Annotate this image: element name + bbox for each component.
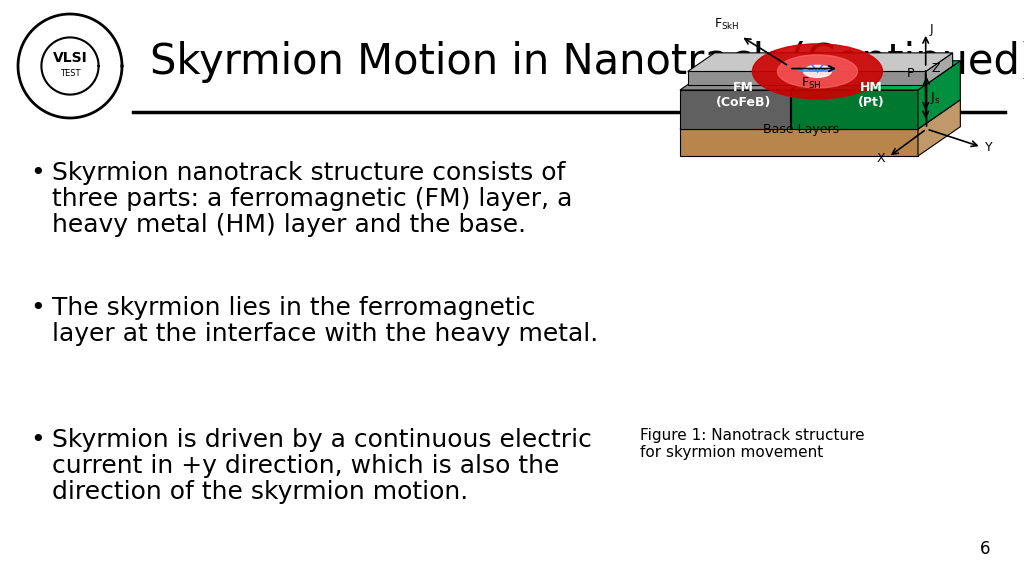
Polygon shape bbox=[688, 71, 926, 85]
Text: layer at the interface with the heavy metal.: layer at the interface with the heavy me… bbox=[52, 322, 598, 346]
Polygon shape bbox=[680, 90, 791, 129]
Polygon shape bbox=[791, 90, 918, 129]
Text: Base Layers: Base Layers bbox=[763, 123, 840, 136]
Text: TEST: TEST bbox=[59, 70, 80, 78]
Text: $\mathregular{F_{SkH}}$: $\mathregular{F_{SkH}}$ bbox=[714, 17, 739, 32]
Text: Skyrmion is driven by a continuous electric: Skyrmion is driven by a continuous elect… bbox=[52, 428, 592, 452]
Text: heavy metal (HM) layer and the base.: heavy metal (HM) layer and the base. bbox=[52, 213, 526, 237]
Polygon shape bbox=[680, 60, 833, 90]
Polygon shape bbox=[918, 60, 961, 129]
Text: Y: Y bbox=[984, 141, 992, 154]
Text: three parts: a ferromagnetic (FM) layer, a: three parts: a ferromagnetic (FM) layer,… bbox=[52, 187, 572, 211]
Ellipse shape bbox=[777, 55, 857, 88]
Polygon shape bbox=[680, 129, 918, 156]
Text: The skyrmion lies in the ferromagnetic: The skyrmion lies in the ferromagnetic bbox=[52, 296, 536, 320]
Text: •: • bbox=[30, 296, 45, 320]
Ellipse shape bbox=[804, 66, 831, 77]
Text: •: • bbox=[30, 161, 45, 185]
Text: $\mathregular{F_{SH}}$: $\mathregular{F_{SH}}$ bbox=[801, 75, 821, 90]
Text: current in +y direction, which is also the: current in +y direction, which is also t… bbox=[52, 454, 559, 478]
Ellipse shape bbox=[753, 44, 883, 99]
Text: P: P bbox=[906, 67, 914, 81]
Text: FM
(CoFeB): FM (CoFeB) bbox=[716, 81, 771, 109]
Text: Skyrmion nanotrack structure consists of: Skyrmion nanotrack structure consists of bbox=[52, 161, 565, 185]
Polygon shape bbox=[688, 53, 952, 71]
Text: •: • bbox=[30, 428, 45, 452]
Text: X: X bbox=[877, 152, 885, 165]
Text: 6: 6 bbox=[980, 540, 990, 558]
Polygon shape bbox=[926, 53, 952, 85]
Polygon shape bbox=[791, 60, 961, 90]
Text: J: J bbox=[930, 23, 933, 36]
Polygon shape bbox=[680, 100, 961, 129]
Text: Skyrmion Motion in Nanotrack (Continued): Skyrmion Motion in Nanotrack (Continued) bbox=[150, 41, 1024, 83]
Text: Z: Z bbox=[932, 62, 940, 75]
Text: VLSI: VLSI bbox=[52, 51, 87, 65]
Text: HM
(Pt): HM (Pt) bbox=[858, 81, 885, 109]
Polygon shape bbox=[791, 60, 833, 129]
Text: $\mathregular{J_s}$: $\mathregular{J_s}$ bbox=[930, 90, 940, 107]
Text: direction of the skyrmion motion.: direction of the skyrmion motion. bbox=[52, 480, 468, 504]
Text: Figure 1: Nanotrack structure
for skyrmion movement: Figure 1: Nanotrack structure for skyrmi… bbox=[640, 428, 864, 460]
Polygon shape bbox=[918, 100, 961, 156]
